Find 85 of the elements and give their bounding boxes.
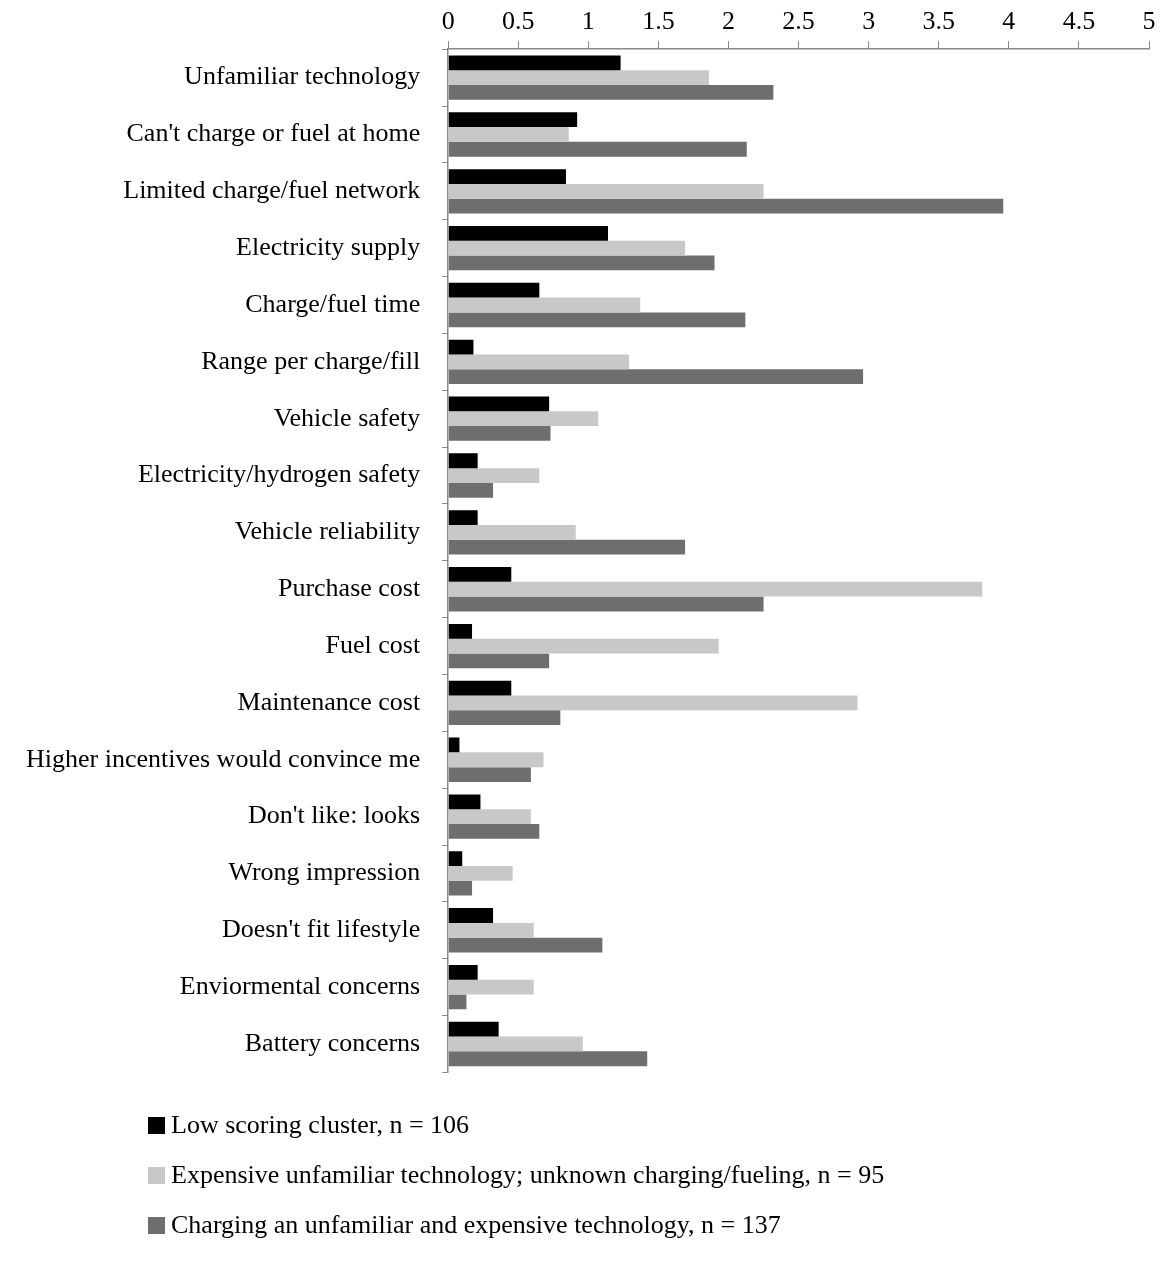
bar [448,752,544,768]
x-tick-label: 5 [1142,6,1156,36]
x-tick-label: 3 [862,6,876,36]
bar [448,396,550,412]
bar [448,426,551,441]
bar [448,225,608,241]
bar [448,979,534,995]
bar [448,794,481,810]
y-tick-label: Battery concerns [244,1027,421,1057]
bar [448,680,512,696]
bar [448,994,467,1010]
bar [448,823,540,839]
bar [448,70,709,86]
y-tick-label: Doesn't fit lifestyle [222,914,421,944]
bar [448,539,686,555]
bar [448,866,513,881]
y-tick-label: Don't like: looks [247,800,421,830]
bar [448,937,603,953]
bar [448,141,747,157]
y-tick-label: Fuel cost [325,629,421,659]
y-tick-label: Purchase cost [277,573,421,603]
bar [448,581,983,597]
bar [448,596,764,612]
bar [448,809,531,824]
bar [448,127,569,142]
bar [448,710,561,726]
x-tick-label: 2 [722,6,736,36]
bar [448,453,478,469]
bar [448,908,494,923]
legend-label: Charging an unfamiliar and expensive technology, n = 137 [171,1210,781,1240]
y-tick-label: Electricity/hydrogen safety [137,459,421,489]
bar [448,623,473,639]
bar [448,510,478,525]
y-tick-label: Can't charge or fuel at home [126,118,421,148]
bar [448,55,621,71]
y-tick-label: Electricity supply [236,231,421,261]
bar [448,369,864,385]
bar [448,183,764,199]
bar [448,169,566,184]
bar [448,112,578,128]
bar [448,1036,583,1052]
y-tick-label: Range per charge/fill [201,345,421,375]
x-tick-label: 1.5 [642,6,675,36]
bar [448,567,512,582]
x-tick-label: 0.5 [502,6,535,36]
bar [448,312,746,328]
x-tick-label: 0 [441,6,455,36]
y-tick-label: Vehicle safety [273,402,421,432]
legend-label: Expensive unfamiliar technology; unknown charging/fueling, n = 95 [171,1160,885,1190]
x-tick-label: 1 [581,6,595,36]
legend-label: Low scoring cluster, n = 106 [171,1110,470,1140]
y-tick-label: Higher incentives would convince me [26,743,421,773]
bar [448,922,534,938]
bar [448,354,630,370]
y-tick-label: Maintenance cost [237,686,421,716]
bar [448,653,550,669]
bar [448,411,599,427]
bar [448,1051,648,1067]
x-tick-label: 4.5 [1062,6,1096,36]
bar [448,851,463,867]
y-tick-label: Limited charge/fuel network [123,175,421,205]
bar [448,255,715,271]
x-tick-label: 2.5 [782,6,815,36]
bar [448,482,494,498]
y-tick-label: Wrong impression [228,857,421,887]
bar [448,880,473,896]
bar [448,198,1004,214]
y-tick-label: Unfamiliar technology [184,61,421,91]
bar [448,1021,499,1037]
bar [448,524,576,540]
bar [448,468,540,483]
bar [448,695,858,711]
bar [448,767,531,782]
x-tick-label: 4 [1002,6,1016,36]
y-tick-label: Vehicle reliability [234,516,421,546]
y-tick-label: Charge/fuel time [245,288,421,318]
bar [448,240,686,256]
bar [448,85,774,100]
bar [448,964,478,980]
y-tick-label: Enviormental concerns [179,970,421,1000]
bar [448,297,641,313]
bar [448,339,474,355]
bar [448,282,540,298]
bar [448,638,719,654]
x-tick-label: 3.5 [922,6,956,36]
